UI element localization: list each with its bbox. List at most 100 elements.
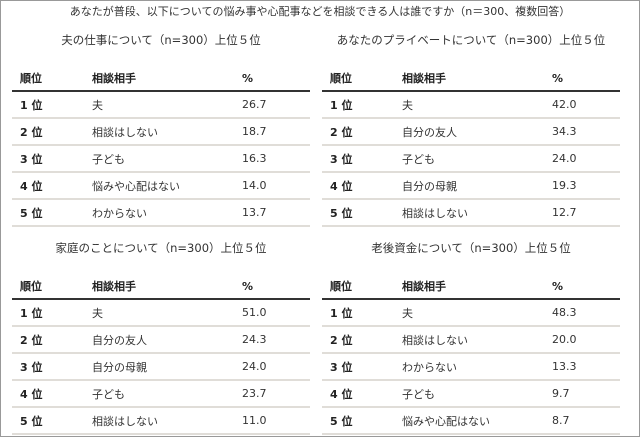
header-pct: % <box>552 274 620 300</box>
rank-cell: 3 位 <box>322 145 402 173</box>
header-row: 順位 相談相手 % <box>12 274 310 300</box>
header-row: 順位 相談相手 % <box>322 66 620 92</box>
header-pct: % <box>552 66 620 92</box>
pct-cell: 18.7 <box>242 118 310 146</box>
partner-cell: 相談はしない <box>92 407 242 435</box>
ranking-table: 順位 相談相手 % 1 位 夫 26.7 2 位 相談はしない 18.7 3 位… <box>12 66 310 227</box>
pct-cell: 16.3 <box>242 145 310 173</box>
table-row: 1 位 夫 42.0 <box>322 91 620 119</box>
partner-cell: 悩みや心配はない <box>92 172 242 200</box>
pct-cell: 12.7 <box>552 199 620 227</box>
pct-cell: 9.7 <box>552 380 620 408</box>
ranking-panel: 夫の仕事について（n=300）上位５位 順位 相談相手 % 1 位 夫 26.7… <box>12 32 310 227</box>
ranking-panel: 老後資金について（n=300）上位５位 順位 相談相手 % 1 位 夫 48.3… <box>322 240 620 435</box>
pct-cell: 34.3 <box>552 118 620 146</box>
table-row: 4 位 子ども 9.7 <box>322 380 620 408</box>
table-row: 5 位 わからない 13.7 <box>12 199 310 227</box>
table-row: 4 位 子ども 23.7 <box>12 380 310 408</box>
ranking-table: 順位 相談相手 % 1 位 夫 42.0 2 位 自分の友人 34.3 3 位 … <box>322 66 620 227</box>
rank-cell: 5 位 <box>12 407 92 435</box>
pct-cell: 13.7 <box>242 199 310 227</box>
ranking-panel: 家庭のことについて（n=300）上位５位 順位 相談相手 % 1 位 夫 51.… <box>12 240 310 435</box>
rank-cell: 2 位 <box>322 118 402 146</box>
rank-cell: 1 位 <box>322 299 402 327</box>
ranking-table: 順位 相談相手 % 1 位 夫 51.0 2 位 自分の友人 24.3 3 位 … <box>12 274 310 435</box>
partner-cell: 自分の友人 <box>92 326 242 354</box>
header-rank: 順位 <box>322 66 402 92</box>
ranking-panel: あなたのプライベートについて（n=300）上位５位 順位 相談相手 % 1 位 … <box>322 32 620 227</box>
table-row: 5 位 悩みや心配はない 8.7 <box>322 407 620 435</box>
table-row: 3 位 わからない 13.3 <box>322 353 620 381</box>
partner-cell: 自分の友人 <box>402 118 552 146</box>
pct-cell: 13.3 <box>552 353 620 381</box>
pct-cell: 24.0 <box>552 145 620 173</box>
partner-cell: 夫 <box>92 91 242 119</box>
pct-cell: 48.3 <box>552 299 620 327</box>
partner-cell: 夫 <box>92 299 242 327</box>
rank-cell: 1 位 <box>12 299 92 327</box>
header-rank: 順位 <box>322 274 402 300</box>
table-row: 2 位 相談はしない 20.0 <box>322 326 620 354</box>
pct-cell: 24.0 <box>242 353 310 381</box>
table-subtitle: 夫の仕事について（n=300）上位５位 <box>61 33 261 47</box>
pct-cell: 42.0 <box>552 91 620 119</box>
rank-cell: 4 位 <box>322 172 402 200</box>
partner-cell: 子ども <box>92 380 242 408</box>
header-partner: 相談相手 <box>402 66 552 92</box>
pct-cell: 26.7 <box>242 91 310 119</box>
rank-cell: 4 位 <box>322 380 402 408</box>
table-row: 4 位 悩みや心配はない 14.0 <box>12 172 310 200</box>
table-row: 4 位 自分の母親 19.3 <box>322 172 620 200</box>
rank-cell: 2 位 <box>322 326 402 354</box>
header-partner: 相談相手 <box>402 274 552 300</box>
pct-cell: 11.0 <box>242 407 310 435</box>
partner-cell: 自分の母親 <box>92 353 242 381</box>
partner-cell: 悩みや心配はない <box>402 407 552 435</box>
table-row: 1 位 夫 26.7 <box>12 91 310 119</box>
table-row: 2 位 自分の友人 34.3 <box>322 118 620 146</box>
rank-cell: 4 位 <box>12 380 92 408</box>
header-row: 順位 相談相手 % <box>12 66 310 92</box>
pct-cell: 24.3 <box>242 326 310 354</box>
partner-cell: 子ども <box>402 380 552 408</box>
pct-cell: 51.0 <box>242 299 310 327</box>
partner-cell: 相談はしない <box>402 326 552 354</box>
table-subtitle: あなたのプライベートについて（n=300）上位５位 <box>336 33 606 47</box>
partner-cell: わからない <box>92 199 242 227</box>
table-subtitle: 家庭のことについて（n=300）上位５位 <box>55 241 267 255</box>
header-partner: 相談相手 <box>92 274 242 300</box>
rank-cell: 3 位 <box>322 353 402 381</box>
partner-cell: 夫 <box>402 91 552 119</box>
rank-cell: 4 位 <box>12 172 92 200</box>
table-row: 1 位 夫 48.3 <box>322 299 620 327</box>
table-row: 3 位 子ども 16.3 <box>12 145 310 173</box>
table-row: 3 位 自分の母親 24.0 <box>12 353 310 381</box>
table-row: 5 位 相談はしない 11.0 <box>12 407 310 435</box>
table-row: 1 位 夫 51.0 <box>12 299 310 327</box>
partner-cell: 子ども <box>92 145 242 173</box>
pct-cell: 19.3 <box>552 172 620 200</box>
pct-cell: 8.7 <box>552 407 620 435</box>
partner-cell: 自分の母親 <box>402 172 552 200</box>
header-pct: % <box>242 274 310 300</box>
partner-cell: わからない <box>402 353 552 381</box>
rank-cell: 3 位 <box>12 353 92 381</box>
rank-cell: 1 位 <box>322 91 402 119</box>
partner-cell: 夫 <box>402 299 552 327</box>
rank-cell: 5 位 <box>322 199 402 227</box>
rank-cell: 1 位 <box>12 91 92 119</box>
header-pct: % <box>242 66 310 92</box>
main-title: あなたが普段、以下についての悩み事や心配事などを相談できる人は誰ですか（n＝30… <box>69 5 571 18</box>
partner-cell: 子ども <box>402 145 552 173</box>
table-row: 3 位 子ども 24.0 <box>322 145 620 173</box>
rank-cell: 5 位 <box>12 199 92 227</box>
rank-cell: 3 位 <box>12 145 92 173</box>
table-row: 2 位 自分の友人 24.3 <box>12 326 310 354</box>
ranking-table: 順位 相談相手 % 1 位 夫 48.3 2 位 相談はしない 20.0 3 位… <box>322 274 620 435</box>
partner-cell: 相談はしない <box>402 199 552 227</box>
pct-cell: 23.7 <box>242 380 310 408</box>
rank-cell: 2 位 <box>12 326 92 354</box>
partner-cell: 相談はしない <box>92 118 242 146</box>
table-row: 2 位 相談はしない 18.7 <box>12 118 310 146</box>
table-row: 5 位 相談はしない 12.7 <box>322 199 620 227</box>
